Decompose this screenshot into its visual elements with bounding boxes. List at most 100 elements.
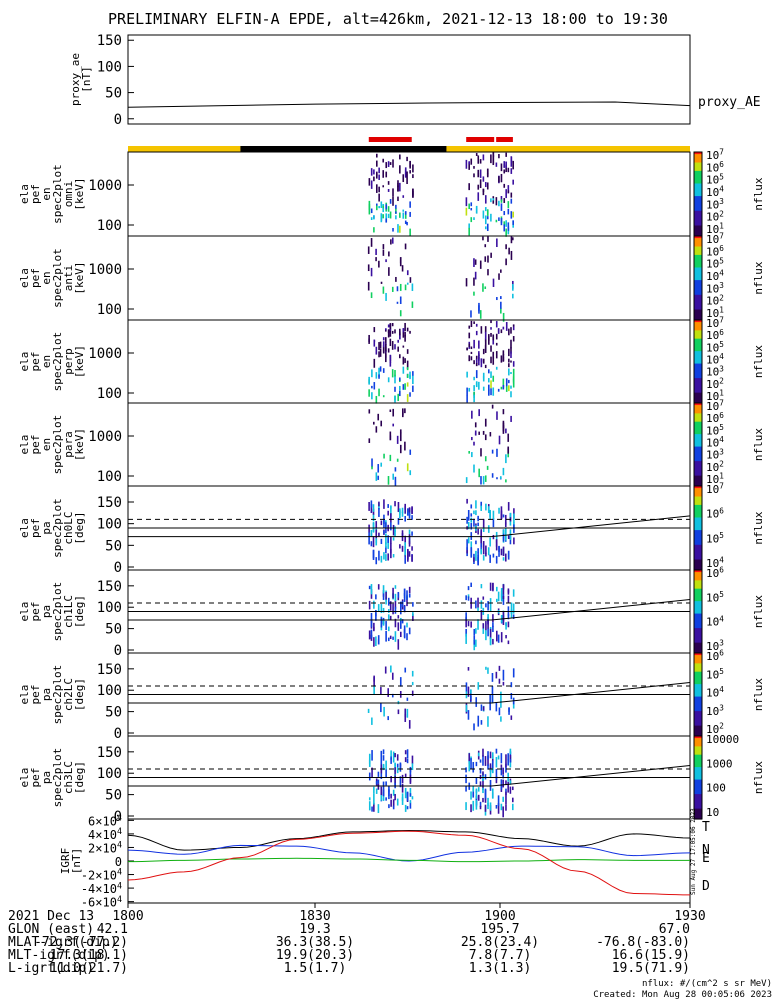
panel-ch0LC-pixel (397, 517, 400, 525)
panel-ch3LC-pixel (479, 768, 482, 774)
panel-ch2LC-colorbar-band (694, 665, 702, 669)
panel-anti-colorbar-band (694, 307, 702, 311)
panel-perp-pixel (373, 339, 376, 347)
panel-omni-colorbar-tick-label: 107 (706, 148, 724, 162)
panel-anti-pixel (490, 252, 492, 258)
panel-ch3LC-colorbar-band (694, 806, 702, 810)
proxy-ae-tick-label: 100 (97, 59, 122, 75)
panel-ch0LC-pixel (370, 500, 373, 508)
panel-ch1LC-colorbar-band (694, 611, 702, 615)
panel-perp-pixel (389, 354, 392, 363)
panel-omni-pixel (380, 213, 383, 223)
panel-ch0LC-pixel (390, 513, 392, 523)
panel-omni-colorbar-band (694, 233, 702, 237)
panel-ch0LC-pixel (475, 540, 477, 545)
panel-perp-pixel (508, 348, 510, 357)
panel-ch0LC-ylabel-line: spec2plot (51, 498, 64, 558)
panel-perp-tick-label: 100 (97, 386, 122, 402)
panel-ch1LC-pixel (480, 610, 483, 621)
panel-anti-pixel (370, 292, 373, 299)
panel-ch1LC-colorbar-band (694, 603, 702, 606)
panel-ch2LC-colorbar-band (694, 731, 702, 735)
panel-para-tick-label: 100 (97, 469, 122, 485)
panel-perp-pixel (406, 349, 409, 354)
panel-perp-pixel (482, 348, 485, 355)
panel-ch0LC-colorbar-band (694, 498, 702, 502)
panel-ch0LC-colorbar-band (694, 538, 702, 542)
panel-ch2LC-colorbar-band (694, 694, 702, 698)
panel-omni-pixel (507, 208, 510, 215)
panel-perp-pixel (378, 351, 380, 358)
panel-ch3LC-pixel (477, 752, 480, 757)
panel-ch1LC-colorbar-band (694, 601, 702, 604)
panel-para-colorbar-band (694, 481, 702, 485)
panel-ch0LC-pixel (394, 501, 396, 507)
panel-perp-pixel (384, 343, 387, 352)
panel-ch0LC-pixel (390, 536, 392, 544)
panel-ch0LC-ylabel-line: pef (29, 518, 42, 538)
panel-anti-pixel (391, 286, 394, 292)
panel-ch0LC-colorbar-title: nflux (752, 511, 765, 544)
panel-anti-pixel (411, 301, 414, 308)
panel-anti-pixel (500, 301, 502, 309)
panel-perp-pixel (379, 341, 382, 346)
panel-ch3LC-pixel (487, 755, 489, 766)
panel-ch1LC-colorbar-band (694, 617, 702, 621)
panel-ch3LC-pixel (489, 763, 492, 772)
panel-ch3LC-pixel (380, 770, 383, 779)
panel-ch3LC-pixel (409, 802, 412, 809)
panel-ch0LC-pixel (408, 507, 411, 519)
panel-para-colorbar-band (694, 438, 702, 441)
panel-perp-pixel (484, 340, 487, 350)
panel-ch0LC-pixel (482, 555, 485, 561)
panel-ch1LC-pixel (497, 634, 500, 643)
panel-ch1LC-pixel (394, 631, 397, 642)
panel-omni-pixel (465, 207, 468, 216)
panel-anti-pixel (484, 256, 487, 262)
panel-para-pixel (473, 464, 475, 473)
panel-ch0LC-colorbar-band (694, 509, 702, 512)
panel-ch1LC-pixel (397, 591, 400, 598)
panel-ch3LC-pixel (505, 763, 507, 773)
science-zone-marker (496, 137, 513, 142)
panel-perp-colorbar-tick-label: 105 (706, 340, 724, 354)
panel-ch1LC-pixel (406, 590, 408, 600)
panel-ch1LC-colorbar-band (694, 619, 702, 623)
panel-para-tick-label: 1000 (88, 429, 122, 445)
panel-omni-pixel (468, 223, 470, 229)
panel-ch0LC-pixel (513, 537, 515, 545)
panel-para-pixel (465, 477, 468, 484)
panel-ch3LC-colorbar-title: nflux (752, 761, 765, 794)
panel-perp-pixel (480, 358, 483, 368)
panel-ch2LC-colorbar-band (694, 698, 702, 702)
panel-perp-pixel (495, 321, 498, 328)
panel-omni-colorbar-band (694, 177, 702, 180)
panel-ch2LC-pixel (502, 681, 505, 686)
panel-ch3LC-pixel (392, 789, 395, 796)
panel-anti-colorbar-band (694, 265, 702, 269)
panel-omni-pixel (505, 152, 507, 157)
panel-ch0LC-colorbar-band (694, 494, 702, 498)
panel-ch1LC-pixel (394, 600, 397, 609)
panel-ch2LC-colorbar-band (694, 659, 702, 662)
panel-ch1LC-colorbar-band (694, 644, 702, 648)
panel-ch0LC-pixel (498, 507, 500, 514)
panel-ch1LC-pixel (489, 637, 492, 645)
panel-omni-pixel (495, 197, 498, 206)
panel-perp-pixel (502, 326, 505, 330)
panel-ch3LC-pixel (401, 793, 404, 801)
panel-ch1LC-pixel (408, 586, 411, 594)
ephem-value: 36.3(38.5) (276, 935, 354, 950)
panel-omni-colorbar-band (694, 187, 702, 191)
panel-ch2LC-colorbar-band (694, 727, 702, 731)
panel-perp-colorbar-band (694, 390, 702, 394)
panel-para-colorbar-tick-label: 102 (706, 459, 724, 473)
panel-ch1LC-pixel (500, 588, 503, 598)
panel-anti-pixel (367, 281, 370, 291)
panel-anti-pixel (473, 277, 475, 286)
panel-omni-pixel (475, 153, 478, 156)
igrf-tick-label: -2×104 (81, 867, 122, 883)
panel-omni-pixel (382, 158, 385, 163)
panel-perp-pixel (391, 341, 394, 350)
panel-ch0LC-pixel (470, 523, 473, 530)
